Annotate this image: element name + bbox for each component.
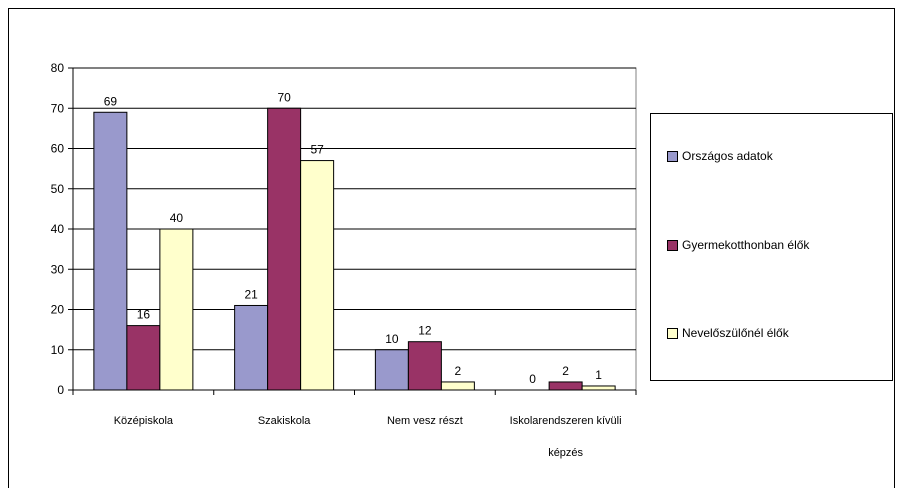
data-label: 1 bbox=[595, 368, 602, 382]
legend-swatch-series-2 bbox=[667, 239, 678, 251]
y-tick-label: 70 bbox=[51, 101, 65, 115]
bar bbox=[440, 381, 475, 391]
legend-label-series-2: Gyermekotthonban élők bbox=[682, 238, 810, 252]
category-label: Nem vesz részt bbox=[387, 415, 463, 427]
data-label: 70 bbox=[277, 90, 291, 104]
category-label: Szakiskola bbox=[258, 415, 311, 427]
bar bbox=[234, 304, 269, 391]
bar bbox=[93, 111, 128, 391]
bar bbox=[581, 385, 616, 391]
data-label: 40 bbox=[170, 211, 184, 225]
category-label: Iskolarendszeren kívüli bbox=[510, 415, 622, 427]
legend-item-series-1: Országos adatok bbox=[667, 149, 773, 163]
legend-swatch-series-1 bbox=[667, 150, 678, 162]
legend-item-series-3: Nevelőszülőnél élők bbox=[667, 326, 789, 340]
bar bbox=[267, 107, 302, 391]
bar bbox=[126, 325, 161, 391]
bar bbox=[300, 160, 335, 391]
data-label: 57 bbox=[310, 143, 324, 157]
y-tick-label: 40 bbox=[51, 222, 65, 236]
y-tick-label: 80 bbox=[51, 61, 65, 75]
y-tick-label: 10 bbox=[51, 343, 65, 357]
data-label: 16 bbox=[137, 308, 151, 322]
data-label: 21 bbox=[244, 287, 258, 301]
y-tick-label: 30 bbox=[51, 262, 65, 276]
y-tick-label: 20 bbox=[51, 303, 65, 317]
data-label: 2 bbox=[562, 364, 569, 378]
data-label: 69 bbox=[104, 94, 118, 108]
legend: Országos adatok Gyermekotthonban élők Ne… bbox=[650, 113, 893, 381]
category-label: képzés bbox=[548, 447, 583, 459]
y-tick-label: 0 bbox=[57, 383, 64, 397]
bar bbox=[548, 381, 583, 391]
legend-item-series-2: Gyermekotthonban élők bbox=[667, 238, 809, 252]
bar bbox=[407, 341, 442, 391]
bar bbox=[374, 349, 409, 391]
category-label: Középiskola bbox=[114, 415, 174, 427]
y-tick-label: 60 bbox=[51, 142, 65, 156]
legend-label-series-1: Országos adatok bbox=[682, 149, 773, 163]
legend-swatch-series-3 bbox=[667, 327, 678, 339]
data-label: 0 bbox=[529, 372, 536, 386]
legend-label-series-3: Nevelőszülőnél élők bbox=[682, 326, 789, 340]
data-label: 10 bbox=[385, 332, 399, 346]
data-label: 12 bbox=[418, 324, 432, 338]
y-tick-label: 50 bbox=[51, 182, 65, 196]
data-label: 2 bbox=[455, 364, 462, 378]
bar bbox=[159, 228, 194, 391]
